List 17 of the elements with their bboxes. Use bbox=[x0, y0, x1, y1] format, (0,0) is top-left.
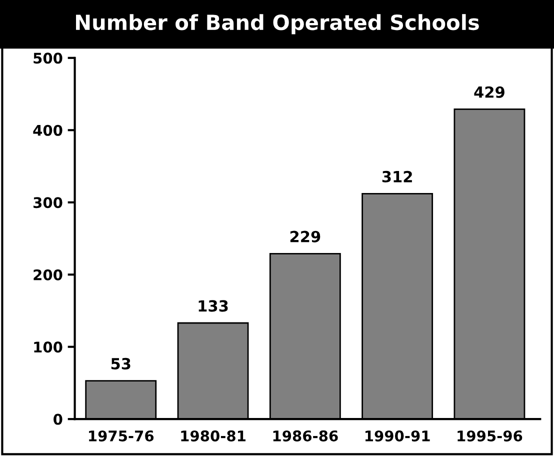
data-label: 229 bbox=[290, 230, 320, 242]
x-tick-label: 1995-96 bbox=[458, 430, 522, 442]
data-label: 133 bbox=[198, 300, 228, 312]
x-tick-label: 1990-91 bbox=[365, 430, 430, 442]
y-tick-label: 0 bbox=[54, 414, 62, 425]
y-tick-label: 100 bbox=[34, 342, 62, 353]
y-tick-label: 400 bbox=[33, 124, 62, 136]
x-tick-label: 1975-76 bbox=[89, 430, 154, 442]
chart-title: Number of Band Operated Schools bbox=[76, 14, 479, 34]
data-label: 429 bbox=[474, 86, 504, 98]
y-tick-label: 500 bbox=[34, 52, 62, 64]
data-label: 312 bbox=[382, 170, 412, 182]
data-label: 53 bbox=[111, 358, 130, 370]
y-tick-label: 300 bbox=[34, 197, 62, 208]
x-tick-label: 1980-81 bbox=[181, 430, 246, 442]
y-tick-label: 200 bbox=[34, 269, 62, 280]
x-tick-label: 1986-86 bbox=[273, 430, 338, 442]
